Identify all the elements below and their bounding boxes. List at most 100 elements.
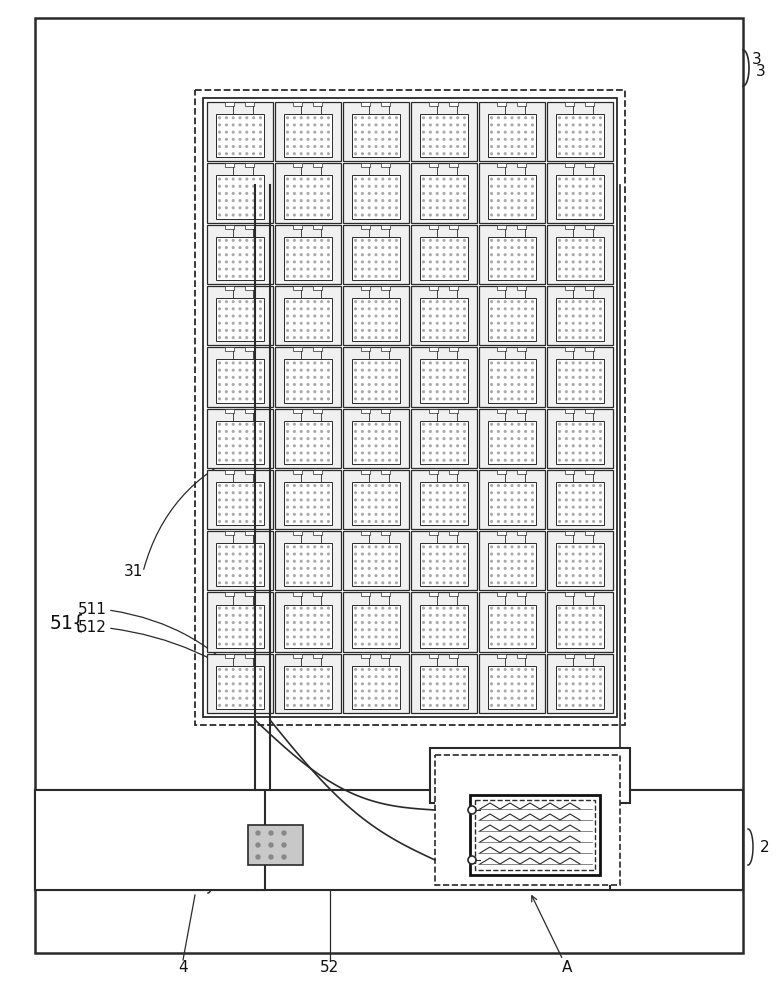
Circle shape xyxy=(389,697,391,699)
Circle shape xyxy=(518,207,520,209)
Circle shape xyxy=(239,261,241,263)
Circle shape xyxy=(219,124,220,126)
Circle shape xyxy=(450,207,452,209)
Circle shape xyxy=(504,423,506,425)
Circle shape xyxy=(586,676,587,677)
Bar xyxy=(547,286,613,345)
Circle shape xyxy=(219,398,220,400)
Circle shape xyxy=(511,369,513,371)
Circle shape xyxy=(518,200,520,201)
Circle shape xyxy=(559,546,560,548)
Circle shape xyxy=(566,521,567,522)
Circle shape xyxy=(233,643,234,645)
Circle shape xyxy=(422,423,425,425)
Circle shape xyxy=(422,240,425,241)
Circle shape xyxy=(586,391,587,393)
Circle shape xyxy=(382,337,384,338)
Circle shape xyxy=(429,546,431,548)
Circle shape xyxy=(464,560,465,562)
Circle shape xyxy=(253,423,254,425)
Circle shape xyxy=(314,492,316,494)
Circle shape xyxy=(559,492,560,494)
Circle shape xyxy=(239,690,241,692)
Circle shape xyxy=(436,398,438,400)
Circle shape xyxy=(219,705,220,706)
Circle shape xyxy=(491,398,492,400)
Circle shape xyxy=(226,643,227,645)
Bar xyxy=(216,359,264,402)
Circle shape xyxy=(314,131,316,133)
Circle shape xyxy=(436,669,438,670)
Bar xyxy=(450,592,458,596)
Circle shape xyxy=(525,521,527,522)
Circle shape xyxy=(226,622,227,623)
Circle shape xyxy=(233,193,234,194)
Circle shape xyxy=(375,445,377,447)
Circle shape xyxy=(382,178,384,180)
Circle shape xyxy=(368,492,370,494)
Circle shape xyxy=(531,362,533,364)
Circle shape xyxy=(511,261,513,263)
Circle shape xyxy=(497,622,499,623)
Circle shape xyxy=(559,697,560,699)
Circle shape xyxy=(246,337,247,338)
Circle shape xyxy=(307,308,309,310)
Circle shape xyxy=(429,131,431,133)
Circle shape xyxy=(260,629,261,631)
Circle shape xyxy=(233,254,234,256)
Circle shape xyxy=(287,452,289,454)
Circle shape xyxy=(422,268,425,270)
Circle shape xyxy=(457,669,458,670)
Circle shape xyxy=(525,398,527,400)
Circle shape xyxy=(586,423,587,425)
Circle shape xyxy=(355,636,356,638)
Circle shape xyxy=(321,185,322,187)
Circle shape xyxy=(389,254,391,256)
Circle shape xyxy=(362,124,363,126)
Circle shape xyxy=(375,636,377,638)
Bar xyxy=(411,408,477,468)
Circle shape xyxy=(511,131,513,133)
Circle shape xyxy=(559,669,560,670)
Circle shape xyxy=(464,117,465,119)
Circle shape xyxy=(382,384,384,385)
Circle shape xyxy=(566,240,567,241)
Circle shape xyxy=(395,445,398,447)
Bar xyxy=(479,470,545,529)
Circle shape xyxy=(355,322,356,324)
Circle shape xyxy=(573,330,574,331)
Circle shape xyxy=(239,485,241,486)
Circle shape xyxy=(239,185,241,187)
Circle shape xyxy=(450,485,452,486)
Circle shape xyxy=(226,575,227,576)
Circle shape xyxy=(464,391,465,393)
Circle shape xyxy=(422,607,425,609)
Circle shape xyxy=(525,568,527,569)
Circle shape xyxy=(253,268,254,270)
Circle shape xyxy=(328,124,329,126)
Circle shape xyxy=(226,690,227,692)
Circle shape xyxy=(219,117,220,119)
Circle shape xyxy=(260,705,261,706)
Circle shape xyxy=(566,315,567,317)
Circle shape xyxy=(422,247,425,248)
Circle shape xyxy=(375,362,377,364)
Circle shape xyxy=(239,560,241,562)
Circle shape xyxy=(457,506,458,508)
Circle shape xyxy=(260,546,261,548)
Circle shape xyxy=(497,131,499,133)
Circle shape xyxy=(436,362,438,364)
Circle shape xyxy=(593,131,594,133)
Circle shape xyxy=(307,485,309,486)
Circle shape xyxy=(293,131,295,133)
Circle shape xyxy=(429,153,431,155)
Circle shape xyxy=(443,521,445,522)
Circle shape xyxy=(362,117,363,119)
Circle shape xyxy=(518,384,520,385)
Circle shape xyxy=(293,513,295,515)
Circle shape xyxy=(253,240,254,241)
Circle shape xyxy=(491,146,492,147)
Circle shape xyxy=(362,690,363,692)
Bar xyxy=(275,531,341,590)
Circle shape xyxy=(464,214,465,216)
